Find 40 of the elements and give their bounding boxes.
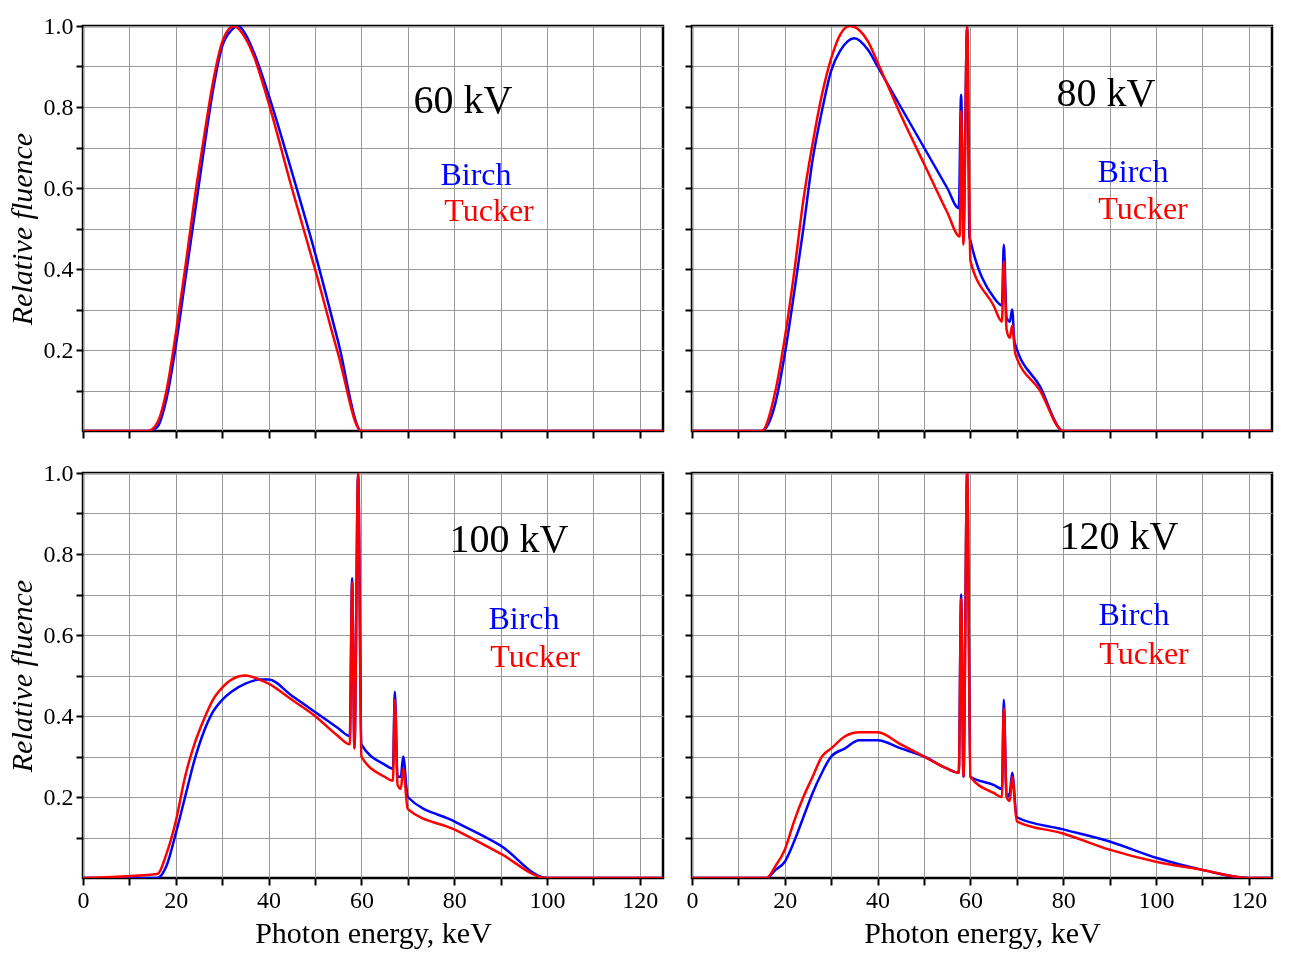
y-tick-label: 0.4 (43, 702, 74, 729)
y-tick-label: 0.2 (43, 783, 74, 810)
x-axis-title: Photon energy, keV (864, 915, 1102, 949)
annotation: 100 kV (449, 516, 569, 561)
x-tick-label: 20 (773, 886, 798, 913)
x-axis-title: Photon energy, keV (255, 915, 493, 949)
x-tick-label: 120 (1231, 886, 1268, 913)
x-tick-label: 60 (349, 886, 374, 913)
text: Birch (1097, 153, 1169, 189)
x-tick-label: 0 (686, 886, 699, 913)
annotation: 60 kV (413, 77, 513, 122)
x-tick-label: 80 (1051, 886, 1076, 913)
y-tick-label: 0.6 (43, 621, 74, 648)
x-tick-label: 80 (442, 886, 467, 913)
x-tick-label: 0 (77, 886, 90, 913)
annotation: 80 kV (1056, 70, 1156, 115)
x-tick-label: 100 (1138, 886, 1175, 913)
text: Birch (440, 156, 512, 192)
y-tick-label: 0.4 (43, 255, 74, 282)
text: Tucker (1098, 190, 1189, 226)
y-tick-label: 0.2 (43, 336, 74, 363)
x-tick-label: 40 (866, 886, 891, 913)
y-tick-label: 0.8 (43, 540, 74, 567)
text: Birch (1098, 596, 1170, 632)
annotation: 120 kV (1059, 513, 1179, 558)
x-tick-label: 40 (257, 886, 282, 913)
text: Birch (488, 600, 560, 636)
y-tick-label: 1.0 (43, 12, 74, 39)
y-tick-label: 1.0 (43, 459, 74, 486)
x-tick-label: 120 (622, 886, 659, 913)
text: Tucker (490, 638, 581, 674)
text: Tucker (444, 192, 535, 228)
y-axis-title: Relative fluence (4, 132, 38, 327)
x-tick-label: 100 (529, 886, 566, 913)
y-axis-title: Relative fluence (4, 579, 38, 774)
x-tick-label: 60 (958, 886, 983, 913)
text: Tucker (1099, 635, 1190, 671)
y-tick-label: 0.6 (43, 174, 74, 201)
x-tick-label: 20 (164, 886, 189, 913)
y-tick-label: 0.8 (43, 93, 74, 120)
